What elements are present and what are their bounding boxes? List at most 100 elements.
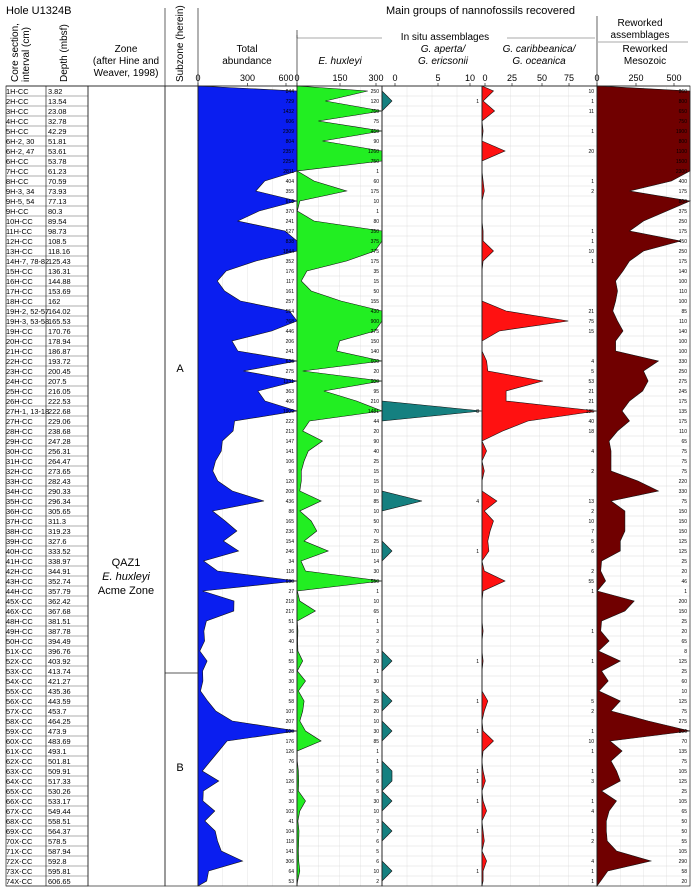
- data-label: 257: [286, 299, 295, 305]
- zone-label: Acme Zone: [98, 585, 154, 597]
- depth-cell: 578.5: [48, 837, 67, 846]
- core-cell: 69X-CC: [6, 827, 33, 836]
- hole-title: Hole U1324B: [6, 5, 71, 17]
- core-cell: 4H-CC: [6, 117, 29, 126]
- data-label: 1: [591, 589, 594, 595]
- data-label: 140: [371, 349, 380, 355]
- depth-cell: 352.74: [48, 577, 71, 586]
- depth-cell: 89.54: [48, 217, 67, 226]
- data-label: 30: [373, 569, 379, 575]
- data-label: 1: [476, 699, 479, 705]
- data-label: 175: [679, 399, 688, 405]
- data-label: 175: [371, 259, 380, 265]
- subzone-a: A: [176, 363, 184, 375]
- data-label: 2: [376, 879, 379, 885]
- data-label: 150: [679, 519, 688, 525]
- depth-cell: 118.16: [48, 247, 70, 256]
- data-label: 1: [476, 659, 479, 665]
- data-label: 200: [679, 599, 688, 605]
- core-cell: 12H-CC: [6, 237, 33, 246]
- data-label: 370: [286, 209, 295, 215]
- data-label: 75: [681, 449, 687, 455]
- depth-cell: 222.68: [48, 407, 71, 416]
- core-cell: 57X-CC: [6, 707, 33, 716]
- data-label: 21: [588, 399, 594, 405]
- depth-cell: 162: [48, 297, 60, 306]
- data-label: 8: [684, 649, 687, 655]
- data-label: 355: [286, 189, 295, 195]
- data-label: 6: [376, 839, 379, 845]
- data-label: 90: [373, 439, 379, 445]
- core-cell: 40H-CC: [6, 547, 33, 556]
- data-label: 75: [373, 119, 379, 125]
- depth-cell: 592.8: [48, 857, 67, 866]
- data-label: 775: [371, 249, 380, 255]
- data-label: 1909: [283, 409, 294, 415]
- depth-cell: 606.65: [48, 877, 71, 886]
- core-cell: 56X-CC: [6, 697, 33, 706]
- data-label: 46: [681, 579, 687, 585]
- data-label: 30: [373, 799, 379, 805]
- data-label: 5: [376, 849, 379, 855]
- depth-cell: 333.52: [48, 547, 71, 556]
- core-cell: 52X-CC: [6, 657, 33, 666]
- core-cell: 17H-CC: [6, 287, 33, 296]
- depth-cell: 136.31: [48, 267, 71, 276]
- core-cell: 25H-CC: [6, 387, 33, 396]
- depth-header: Depth (mbsf): [59, 24, 70, 82]
- data-label: 2254: [283, 159, 294, 165]
- data-label: 1: [591, 729, 594, 735]
- data-label: 5: [591, 539, 594, 545]
- data-label: 250: [679, 369, 688, 375]
- depth-cell: 238.68: [48, 427, 71, 436]
- data-label: 105: [679, 769, 688, 775]
- reworked-header-2: Mesozoic: [624, 56, 666, 67]
- depth-cell: 311.3: [48, 517, 66, 526]
- data-label: 20: [681, 629, 687, 635]
- data-label: 5: [376, 689, 379, 695]
- data-label: 118: [286, 569, 294, 575]
- data-label: 650: [679, 109, 688, 115]
- data-label: 20: [681, 569, 687, 575]
- series-area-1: [296, 85, 384, 887]
- data-label: 206: [286, 339, 295, 345]
- core-cell: 43H-CC: [6, 577, 33, 586]
- depth-cell: 387.78: [48, 627, 71, 636]
- data-label: 140: [679, 269, 688, 275]
- tick-label: 600: [278, 73, 293, 83]
- data-label: 120: [286, 479, 295, 485]
- core-cell: 51X-CC: [6, 647, 33, 656]
- depth-cell: 153.69: [48, 287, 71, 296]
- data-label: 185: [586, 409, 595, 415]
- data-label: 88: [288, 509, 294, 515]
- data-label: 40: [588, 419, 594, 425]
- data-label: 7: [376, 829, 379, 835]
- core-cell: 45X-CC: [6, 597, 33, 606]
- depth-cell: 178.94: [48, 337, 71, 346]
- data-label: 150: [371, 339, 380, 345]
- data-label: 28: [288, 669, 294, 675]
- depth-cell: 61.23: [48, 167, 67, 176]
- core-cell: 9H-CC: [6, 207, 29, 216]
- data-label: 25: [681, 619, 687, 625]
- data-label: 2: [591, 469, 594, 475]
- data-label: 10: [588, 739, 594, 745]
- data-label: 1500: [676, 159, 687, 165]
- depth-cell: 362.42: [48, 597, 71, 606]
- data-label: 404: [286, 179, 295, 185]
- data-label: 550: [371, 579, 380, 585]
- data-label: 34: [288, 559, 294, 565]
- data-label: 250: [679, 249, 688, 255]
- data-label: 85: [681, 309, 687, 315]
- data-label: 245: [679, 389, 688, 395]
- data-label: 236: [286, 529, 295, 535]
- data-label: 213: [286, 429, 295, 435]
- reworked-header-1: Reworked: [622, 44, 667, 55]
- data-label: 85: [373, 739, 379, 745]
- data-label: 2300: [676, 169, 687, 175]
- depth-cell: 207.5: [48, 377, 67, 386]
- data-label: 375: [371, 239, 380, 245]
- data-label: 140: [679, 329, 688, 335]
- data-label: 2: [591, 839, 594, 845]
- data-label: 165: [286, 519, 295, 525]
